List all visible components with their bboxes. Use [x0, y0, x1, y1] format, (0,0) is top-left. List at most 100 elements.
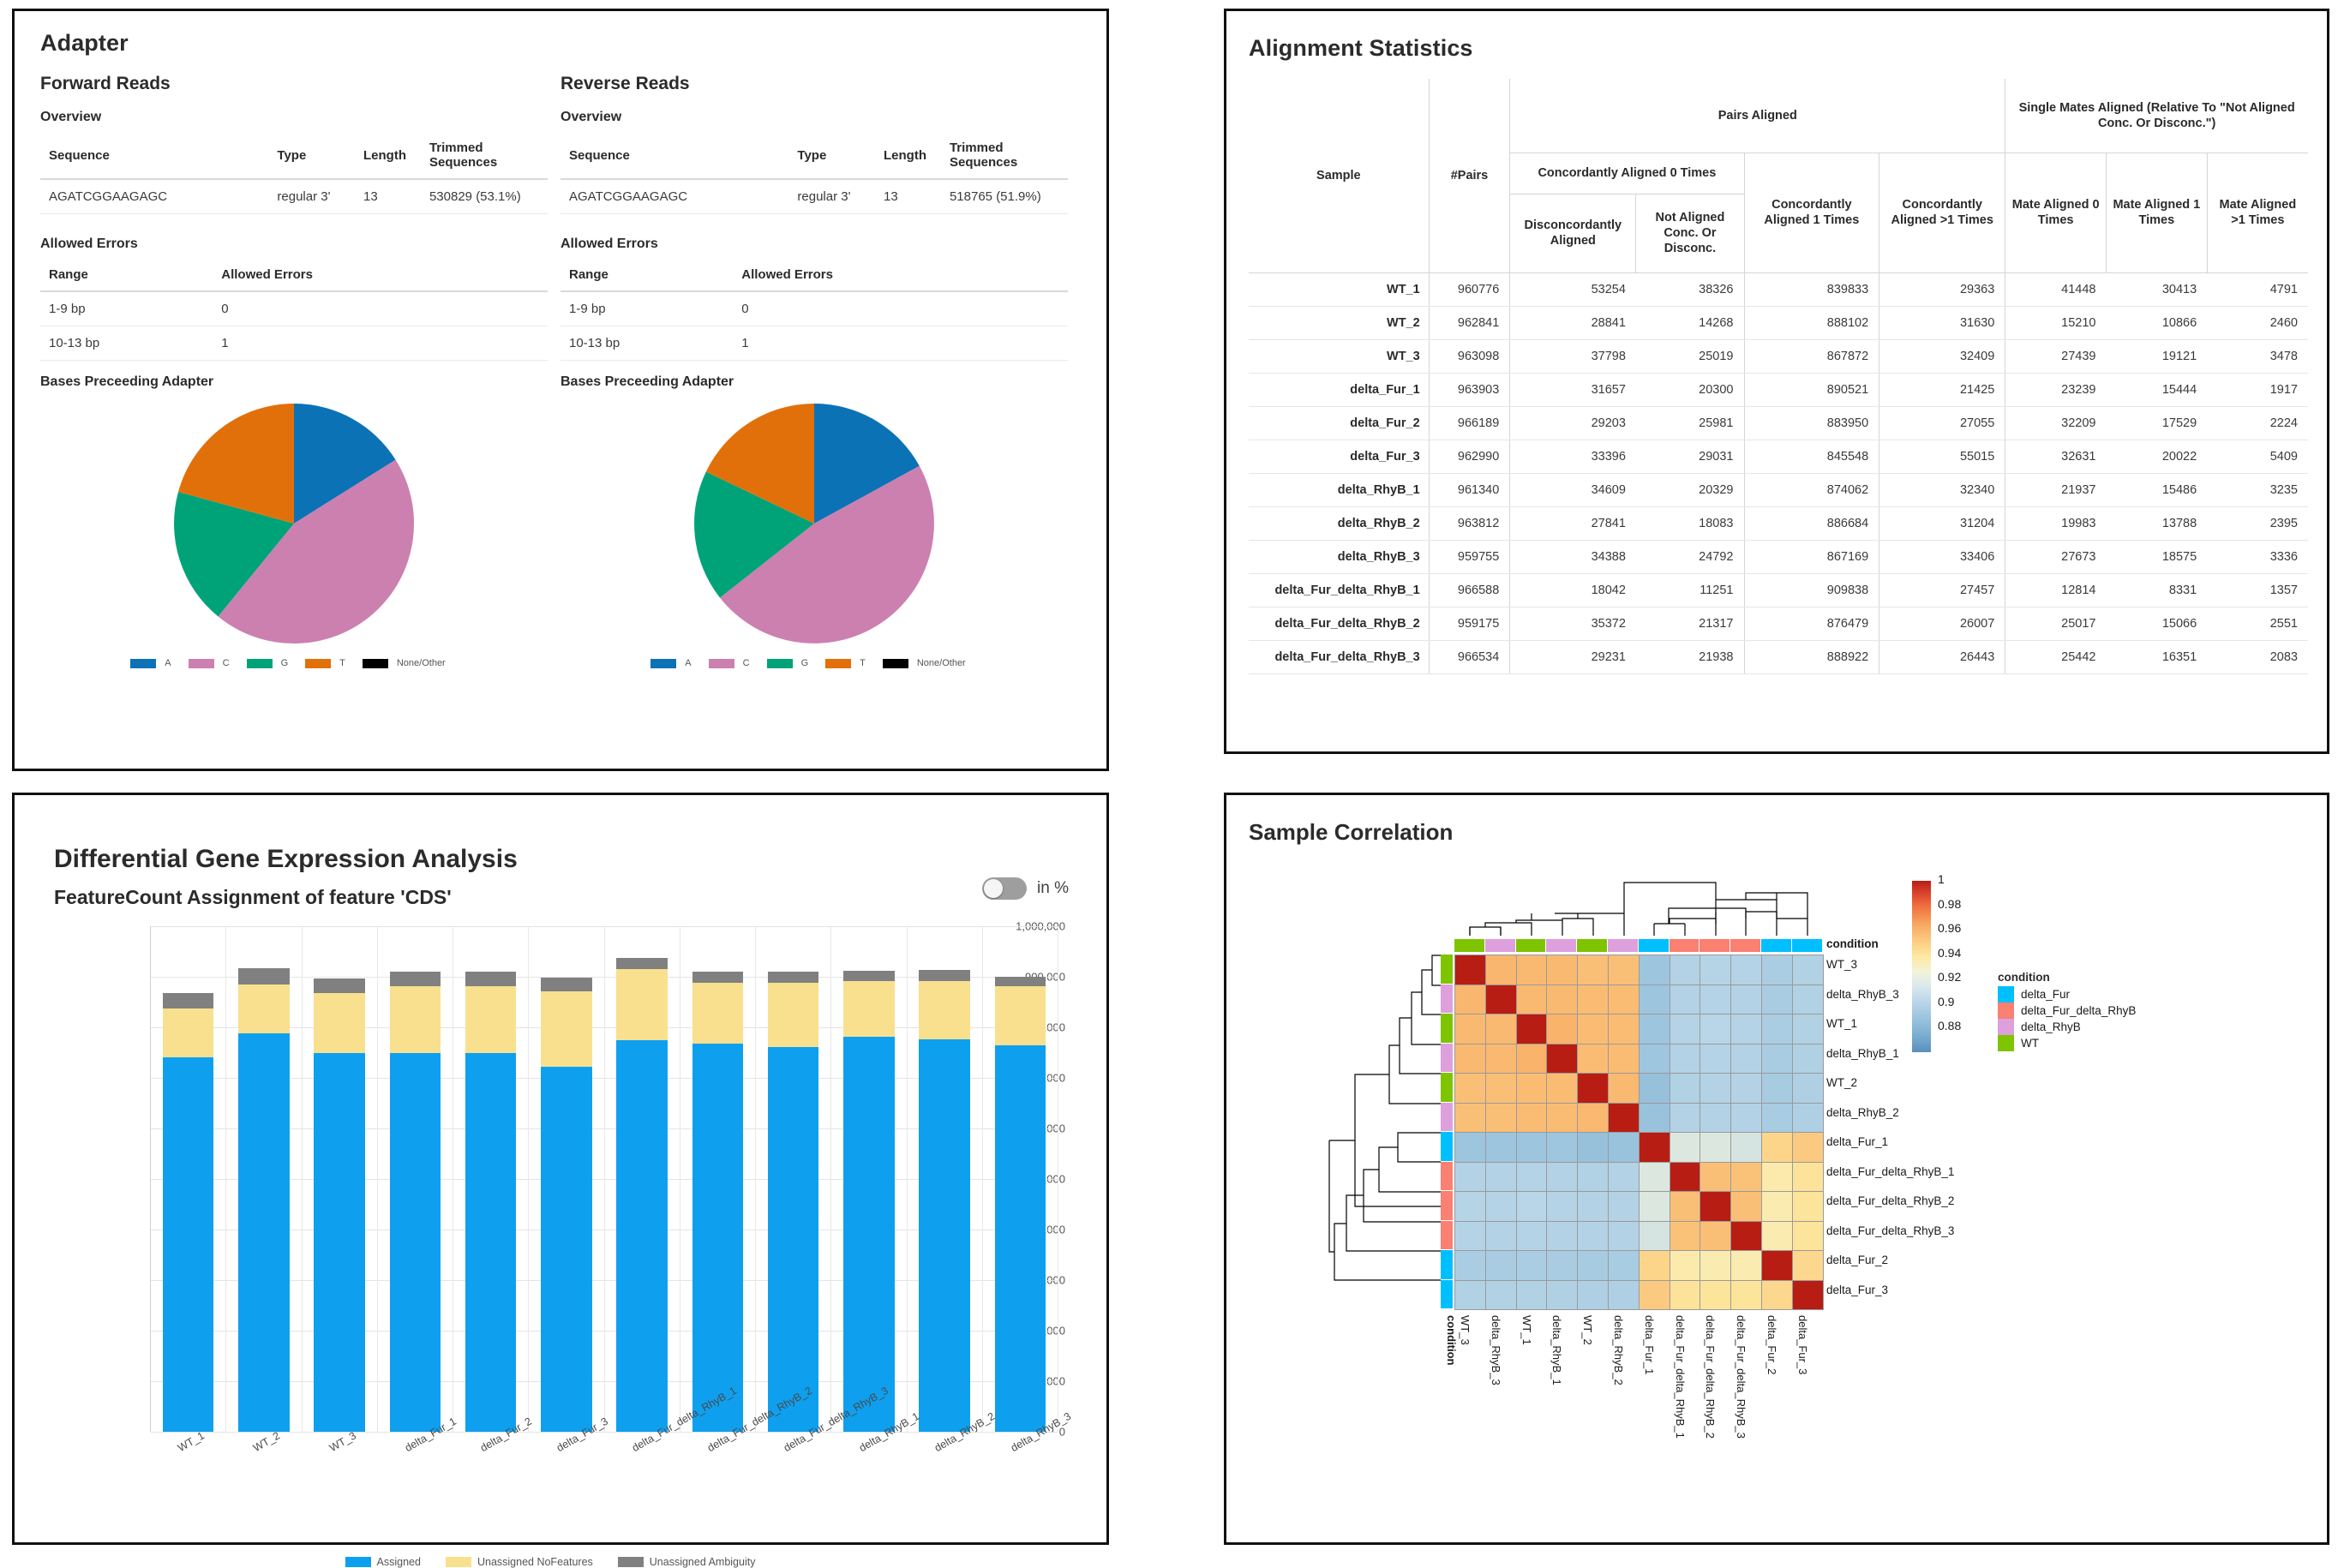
heatmap-cell[interactable] [1761, 984, 1793, 1014]
heatmap-cell[interactable] [1485, 1044, 1517, 1074]
heatmap-cell[interactable] [1761, 1280, 1793, 1310]
heatmap-cell[interactable] [1516, 1103, 1548, 1133]
heatmap-cell[interactable] [1516, 984, 1548, 1014]
heatmap-cell[interactable] [1792, 1162, 1824, 1192]
heatmap-cell[interactable] [1731, 955, 1762, 985]
stacked-bar[interactable] [162, 993, 214, 1432]
heatmap-cell[interactable] [1731, 1074, 1762, 1104]
heatmap-cell[interactable] [1608, 1192, 1640, 1222]
legend-item[interactable]: Assigned [345, 1556, 421, 1568]
heatmap-cell[interactable] [1792, 1103, 1824, 1133]
heatmap-cell[interactable] [1578, 1133, 1609, 1163]
heatmap-cell[interactable] [1547, 1103, 1579, 1133]
heatmap-cell[interactable] [1608, 955, 1640, 985]
heatmap-cell[interactable] [1670, 1221, 1701, 1251]
legend-item[interactable]: delta_Fur [1998, 986, 2136, 1002]
heatmap-cell[interactable] [1792, 1192, 1824, 1222]
heatmap-cell[interactable] [1455, 1162, 1486, 1192]
heatmap-cell[interactable] [1792, 1133, 1824, 1163]
heatmap-cell[interactable] [1670, 1044, 1701, 1074]
heatmap-cell[interactable] [1455, 1221, 1486, 1251]
heatmap-cell[interactable] [1639, 1192, 1670, 1222]
percent-toggle-row[interactable]: in % [982, 877, 1069, 900]
heatmap-cell[interactable] [1547, 1162, 1579, 1192]
heatmap-cell[interactable] [1731, 1280, 1762, 1310]
heatmap-cell[interactable] [1455, 1014, 1486, 1044]
heatmap-cell[interactable] [1455, 955, 1486, 985]
heatmap-cell[interactable] [1761, 1103, 1793, 1133]
heatmap-cell[interactable] [1731, 1103, 1762, 1133]
heatmap-cell[interactable] [1670, 1074, 1701, 1104]
heatmap-cell[interactable] [1485, 1074, 1517, 1104]
heatmap-cell[interactable] [1700, 1251, 1732, 1281]
heatmap-cell[interactable] [1700, 1280, 1732, 1310]
heatmap-cell[interactable] [1485, 1162, 1517, 1192]
heatmap-cell[interactable] [1731, 1251, 1762, 1281]
heatmap-cell[interactable] [1761, 1162, 1793, 1192]
heatmap-cell[interactable] [1639, 1074, 1670, 1104]
heatmap-cell[interactable] [1455, 1103, 1486, 1133]
heatmap-cell[interactable] [1608, 1014, 1640, 1044]
heatmap-cell[interactable] [1578, 1221, 1609, 1251]
heatmap-cell[interactable] [1547, 1074, 1579, 1104]
stacked-bar[interactable] [238, 968, 290, 1432]
heatmap-cell[interactable] [1792, 1221, 1824, 1251]
heatmap-cell[interactable] [1670, 1192, 1701, 1222]
heatmap-cell[interactable] [1547, 1251, 1579, 1281]
heatmap-cell[interactable] [1670, 984, 1701, 1014]
stacked-bar[interactable] [843, 970, 895, 1432]
heatmap-cell[interactable] [1578, 1014, 1609, 1044]
heatmap-cell[interactable] [1485, 955, 1517, 985]
stacked-bar[interactable] [389, 971, 441, 1432]
legend-item[interactable]: WT [1998, 1035, 2136, 1051]
heatmap-cell[interactable] [1516, 1162, 1548, 1192]
stacked-bar[interactable] [465, 971, 517, 1432]
heatmap-cell[interactable] [1608, 1103, 1640, 1133]
heatmap-cell[interactable] [1455, 1192, 1486, 1222]
heatmap-cell[interactable] [1547, 1192, 1579, 1222]
heatmap-cell[interactable] [1608, 1251, 1640, 1281]
heatmap-cell[interactable] [1608, 1221, 1640, 1251]
heatmap-cell[interactable] [1455, 1133, 1486, 1163]
heatmap-cell[interactable] [1731, 1162, 1762, 1192]
heatmap-cell[interactable] [1608, 984, 1640, 1014]
heatmap-cell[interactable] [1578, 984, 1609, 1014]
heatmap-cell[interactable] [1639, 1251, 1670, 1281]
heatmap-cell[interactable] [1700, 1162, 1732, 1192]
heatmap-cell[interactable] [1639, 955, 1670, 985]
heatmap-cell[interactable] [1700, 1014, 1732, 1044]
heatmap-cell[interactable] [1608, 1162, 1640, 1192]
stacked-bar[interactable] [692, 971, 744, 1432]
heatmap-cell[interactable] [1731, 984, 1762, 1014]
heatmap-cell[interactable] [1455, 1280, 1486, 1310]
heatmap-cell[interactable] [1731, 1133, 1762, 1163]
heatmap-cell[interactable] [1516, 955, 1548, 985]
legend-item[interactable]: delta_RhyB [1998, 1019, 2136, 1035]
heatmap-cell[interactable] [1670, 955, 1701, 985]
heatmap-cell[interactable] [1670, 1162, 1701, 1192]
heatmap-cell[interactable] [1670, 1103, 1701, 1133]
heatmap-cell[interactable] [1670, 1280, 1701, 1310]
heatmap-cell[interactable] [1578, 1280, 1609, 1310]
heatmap-cell[interactable] [1608, 1074, 1640, 1104]
heatmap-cell[interactable] [1639, 1280, 1670, 1310]
percent-toggle-switch[interactable] [982, 877, 1028, 900]
heatmap-cell[interactable] [1700, 1133, 1732, 1163]
legend-item[interactable]: delta_Fur_delta_RhyB [1998, 1002, 2136, 1019]
heatmap-cell[interactable] [1485, 1133, 1517, 1163]
heatmap-cell[interactable] [1761, 1044, 1793, 1074]
heatmap-cell[interactable] [1792, 1044, 1824, 1074]
heatmap-cell[interactable] [1485, 1103, 1517, 1133]
heatmap-cell[interactable] [1547, 1014, 1579, 1044]
heatmap-cell[interactable] [1578, 1192, 1609, 1222]
stacked-bar[interactable] [541, 978, 592, 1432]
heatmap-cell[interactable] [1639, 1044, 1670, 1074]
heatmap-cell[interactable] [1639, 984, 1670, 1014]
stacked-bar[interactable] [314, 978, 365, 1432]
heatmap-cell[interactable] [1792, 1074, 1824, 1104]
heatmap-cell[interactable] [1485, 1280, 1517, 1310]
heatmap-cell[interactable] [1455, 1251, 1486, 1281]
heatmap-cell[interactable] [1485, 1014, 1517, 1044]
heatmap-cell[interactable] [1516, 1044, 1548, 1074]
heatmap-cell[interactable] [1700, 984, 1732, 1014]
